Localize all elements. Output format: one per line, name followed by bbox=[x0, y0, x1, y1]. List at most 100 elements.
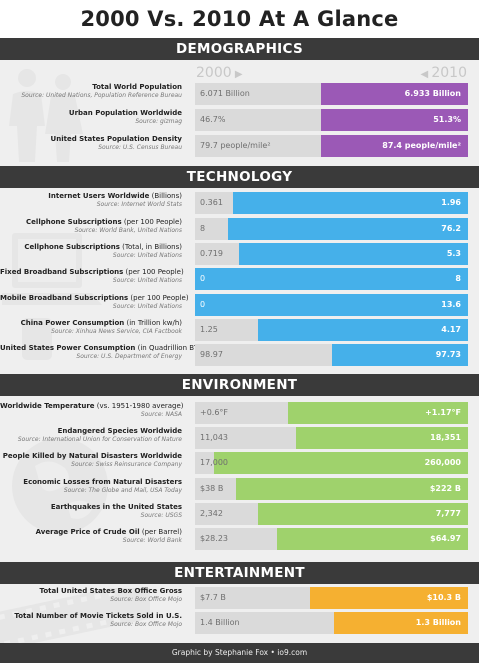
row-source: Source: Internet World Stats bbox=[96, 201, 182, 208]
row-source: Source: USGS bbox=[140, 512, 182, 519]
infographic-title: 2000 Vs. 2010 At A Glance bbox=[80, 7, 399, 31]
value-2010: 5.3 bbox=[446, 249, 461, 258]
bar-track: 1.4 Billion 1.3 Billion bbox=[195, 612, 468, 634]
row-label: Endangered Species Worldwide Source: Int… bbox=[0, 427, 182, 444]
bar-track: $38 B $222 B bbox=[195, 478, 468, 500]
bar-track: +0.6°F +1.17°F bbox=[195, 402, 468, 424]
section-header-environment: ENVIRONMENT bbox=[0, 374, 479, 396]
bar-track: 0 8 bbox=[195, 268, 468, 290]
value-2000: 0 bbox=[200, 274, 206, 283]
row-label: United States Power Consumption (in Quad… bbox=[0, 344, 206, 361]
value-2000: 1.4 Billion bbox=[200, 618, 240, 627]
row-source: Source: The Globe and Mail, USA Today bbox=[63, 487, 182, 494]
data-row: Cellphone Subscriptions (per 100 People)… bbox=[0, 218, 479, 240]
row-unit: (per 100 People) bbox=[128, 294, 189, 302]
value-2010: 7,777 bbox=[435, 509, 461, 518]
row-source: Source: Xinhua News Service, CIA Factboo… bbox=[51, 328, 182, 335]
row-label: Total Number of Movie Tickets Sold in U.… bbox=[0, 612, 182, 629]
row-title: Cellphone Subscriptions bbox=[26, 218, 122, 226]
bar-track: 98.97 97.73 bbox=[195, 344, 468, 366]
bar-2010 bbox=[320, 109, 468, 131]
row-title: Worldwide Temperature bbox=[0, 402, 95, 410]
row-title: People Killed by Natural Disasters World… bbox=[2, 452, 182, 460]
row-source: Source: United Nations bbox=[112, 277, 182, 284]
row-source: Source: World Bank bbox=[122, 537, 182, 544]
value-2010: 13.6 bbox=[441, 300, 461, 309]
bar-2010 bbox=[334, 612, 468, 634]
section-header-entertainment: ENTERTAINMENT bbox=[0, 562, 479, 584]
row-label: Worldwide Temperature (vs. 1951-1980 ave… bbox=[0, 402, 184, 419]
row-source: Source: International Union for Conserva… bbox=[17, 436, 182, 443]
bar-track: 0.361 1.96 bbox=[195, 192, 468, 214]
value-2000: 79.7 people/mile² bbox=[200, 141, 271, 150]
footer-credit: Graphic by Stephanie Fox • io9.com bbox=[0, 643, 479, 663]
data-row: China Power Consumption (in Trillion kw/… bbox=[0, 319, 479, 341]
value-2000: $28.23 bbox=[200, 534, 228, 543]
row-unit: (in Quadrillion BTU) bbox=[135, 344, 207, 352]
section-header-demographics: DEMOGRAPHICS bbox=[0, 38, 479, 60]
data-row: United States Power Consumption (in Quad… bbox=[0, 344, 479, 366]
bar-2010 bbox=[227, 218, 468, 240]
data-row: Economic Losses from Natural Disasters S… bbox=[0, 478, 479, 500]
row-source: Source: World Bank, United Nations bbox=[74, 227, 182, 234]
row-label: Cellphone Subscriptions (per 100 People)… bbox=[0, 218, 182, 235]
film-strip-icon bbox=[0, 588, 150, 643]
data-row: Average Price of Crude Oil (per Barrel) … bbox=[0, 528, 479, 550]
bar-2010 bbox=[235, 478, 468, 500]
bar-track: 79.7 people/mile² 87.4 people/mile² bbox=[195, 135, 468, 157]
bar-2010 bbox=[320, 83, 468, 105]
bar-2010 bbox=[214, 452, 468, 474]
bar-track: 2,342 7,777 bbox=[195, 503, 468, 525]
bar-2010 bbox=[238, 243, 468, 265]
row-source: Source: Box Office Mojo bbox=[110, 621, 182, 628]
row-unit: (Billions) bbox=[149, 192, 182, 200]
value-2000: 0.719 bbox=[200, 249, 223, 258]
row-label: Urban Population Worldwide Source: gizma… bbox=[0, 109, 182, 126]
row-label: Economic Losses from Natural Disasters S… bbox=[0, 478, 182, 495]
row-unit: (per 100 People) bbox=[121, 218, 182, 226]
bar-track: 46.7% 51.3% bbox=[195, 109, 468, 131]
data-row: Earthquakes in the United States Source:… bbox=[0, 503, 479, 525]
bar-track: $28.23 $64.97 bbox=[195, 528, 468, 550]
arrow-right-icon: ▶ bbox=[231, 69, 243, 80]
value-2010: 51.3% bbox=[433, 115, 461, 124]
value-2010: 8 bbox=[455, 274, 461, 283]
globe-silhouette-icon bbox=[12, 438, 108, 534]
row-title: Average Price of Crude Oil bbox=[35, 528, 140, 536]
value-2000: 98.97 bbox=[200, 350, 223, 359]
row-title: Mobile Broadband Subscriptions bbox=[0, 294, 129, 302]
row-title: Cellphone Subscriptions bbox=[24, 243, 120, 251]
value-2000: 0.361 bbox=[200, 198, 223, 207]
bar-track: 1.25 4.17 bbox=[195, 319, 468, 341]
bar-2010 bbox=[257, 319, 468, 341]
value-2010: 6.933 Billion bbox=[404, 89, 461, 98]
bar-track: 8 76.2 bbox=[195, 218, 468, 240]
row-unit: (per 100 People) bbox=[123, 268, 184, 276]
bar-2010 bbox=[296, 427, 468, 449]
year-2010-label: ◀ 2010 bbox=[420, 65, 467, 81]
value-2000: $7.7 B bbox=[200, 593, 226, 602]
row-label: Earthquakes in the United States Source:… bbox=[0, 503, 182, 520]
bar-track: 6.071 Billion 6.933 Billion bbox=[195, 83, 468, 105]
value-2010: 18,351 bbox=[430, 433, 461, 442]
row-source: Source: United Nations bbox=[112, 303, 182, 310]
row-label: Fixed Broadband Subscriptions (per 100 P… bbox=[0, 268, 184, 285]
data-row: People Killed by Natural Disasters World… bbox=[0, 452, 479, 474]
value-2010: $64.97 bbox=[430, 534, 461, 543]
row-label: People Killed by Natural Disasters World… bbox=[0, 452, 182, 469]
value-2010: +1.17°F bbox=[425, 408, 461, 417]
row-title: Internet Users Worldwide bbox=[48, 192, 150, 200]
row-source: Source: United Nations bbox=[112, 252, 182, 259]
bar-track: 0.719 5.3 bbox=[195, 243, 468, 265]
bar-2010 bbox=[320, 135, 468, 157]
row-unit: (in Trillion kw/h) bbox=[124, 319, 183, 327]
row-title: Total World Population bbox=[92, 83, 182, 91]
value-2010: $222 B bbox=[429, 484, 461, 493]
row-title: Total Number of Movie Tickets Sold in U.… bbox=[14, 612, 182, 620]
bar-track: 0 13.6 bbox=[195, 294, 468, 316]
row-label: Average Price of Crude Oil (per Barrel) … bbox=[0, 528, 182, 545]
value-2000: 11,043 bbox=[200, 433, 228, 442]
row-label: Total United States Box Office Gross Sou… bbox=[0, 587, 182, 604]
bar-track: 17,000 260,000 bbox=[195, 452, 468, 474]
row-source: Source: NASA bbox=[140, 411, 182, 418]
